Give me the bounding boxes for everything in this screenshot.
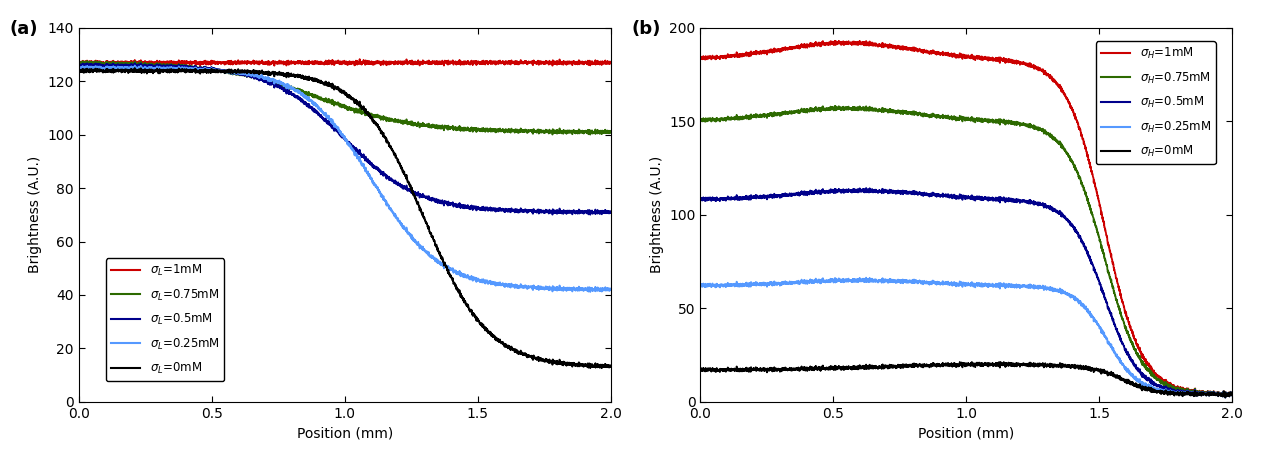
Y-axis label: Brightness (A.U.): Brightness (A.U.)	[650, 156, 664, 273]
X-axis label: Position (mm): Position (mm)	[918, 426, 1015, 440]
Legend: $\sigma_H$=1mM, $\sigma_H$=0.75mM, $\sigma_H$=0.5mM, $\sigma_H$=0.25mM, $\sigma_: $\sigma_H$=1mM, $\sigma_H$=0.75mM, $\sig…	[1096, 41, 1216, 164]
Legend: $\sigma_L$=1mM, $\sigma_L$=0.75mM, $\sigma_L$=0.5mM, $\sigma_L$=0.25mM, $\sigma_: $\sigma_L$=1mM, $\sigma_L$=0.75mM, $\sig…	[106, 258, 224, 381]
Y-axis label: Brightness (A.U.): Brightness (A.U.)	[28, 156, 42, 273]
Text: (a): (a)	[10, 20, 38, 38]
Text: (b): (b)	[631, 20, 661, 38]
X-axis label: Position (mm): Position (mm)	[297, 426, 393, 440]
